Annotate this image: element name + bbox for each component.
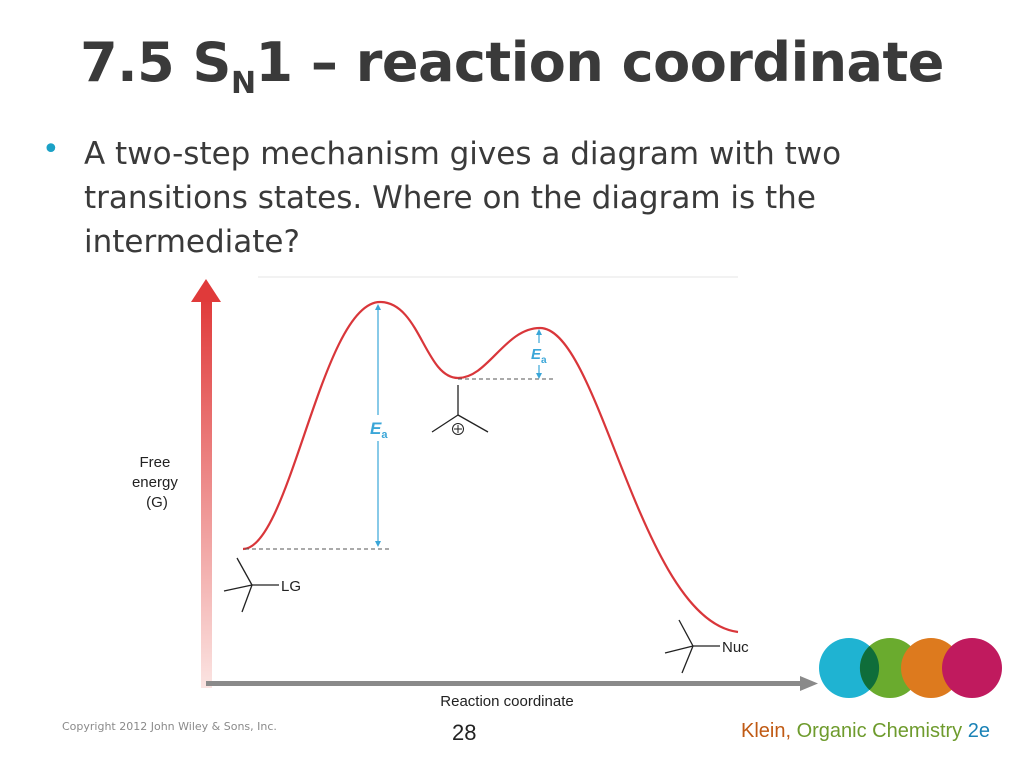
publisher-logo: [819, 638, 1002, 698]
ea-small-label: Ea: [531, 346, 547, 366]
ea-small-label-bg: [528, 343, 550, 365]
ea-large-label-bg: [366, 415, 390, 441]
reactant-structure: [223, 557, 279, 613]
bullet-text: A two-step mechanism gives a diagram wit…: [84, 136, 842, 260]
book-author: Klein,: [740, 720, 792, 742]
y-axis-arrowhead: [191, 279, 221, 302]
x-axis-arrowhead: [800, 676, 818, 691]
carbocation-structure: [431, 385, 489, 435]
ea-large-label: Ea: [370, 419, 388, 441]
product-structure: [664, 619, 720, 674]
book-citation: Klein, Organic Chemistry 2e: [741, 720, 990, 743]
reaction-curve: [242, 300, 739, 634]
book-title: Organic Chemistry: [796, 720, 963, 742]
logo-overlap-1: [859, 646, 880, 690]
title-subscript: N: [230, 65, 256, 101]
bullet-dot-icon: •: [42, 132, 60, 167]
book-edition: 2e: [967, 720, 990, 742]
product-nucleophile-label: Nuc: [722, 639, 749, 656]
positive-charge-icon: [452, 423, 464, 435]
slide-title: 7.5 SN1 – reaction coordinate: [80, 31, 944, 101]
x-axis-label: Reaction coordinate: [440, 693, 573, 710]
y-axis-label: Free energy (G): [132, 454, 182, 511]
logo-circle-orange: [901, 638, 961, 698]
reactant-leaving-group-label: LG: [281, 578, 301, 595]
copyright-text: Copyright 2012 John Wiley & Sons, Inc.: [62, 720, 277, 733]
x-axis-bar: [206, 681, 804, 686]
page-number: 28: [452, 720, 477, 745]
y-axis-bar: [201, 298, 212, 688]
logo-circle-magenta: [942, 638, 1002, 698]
